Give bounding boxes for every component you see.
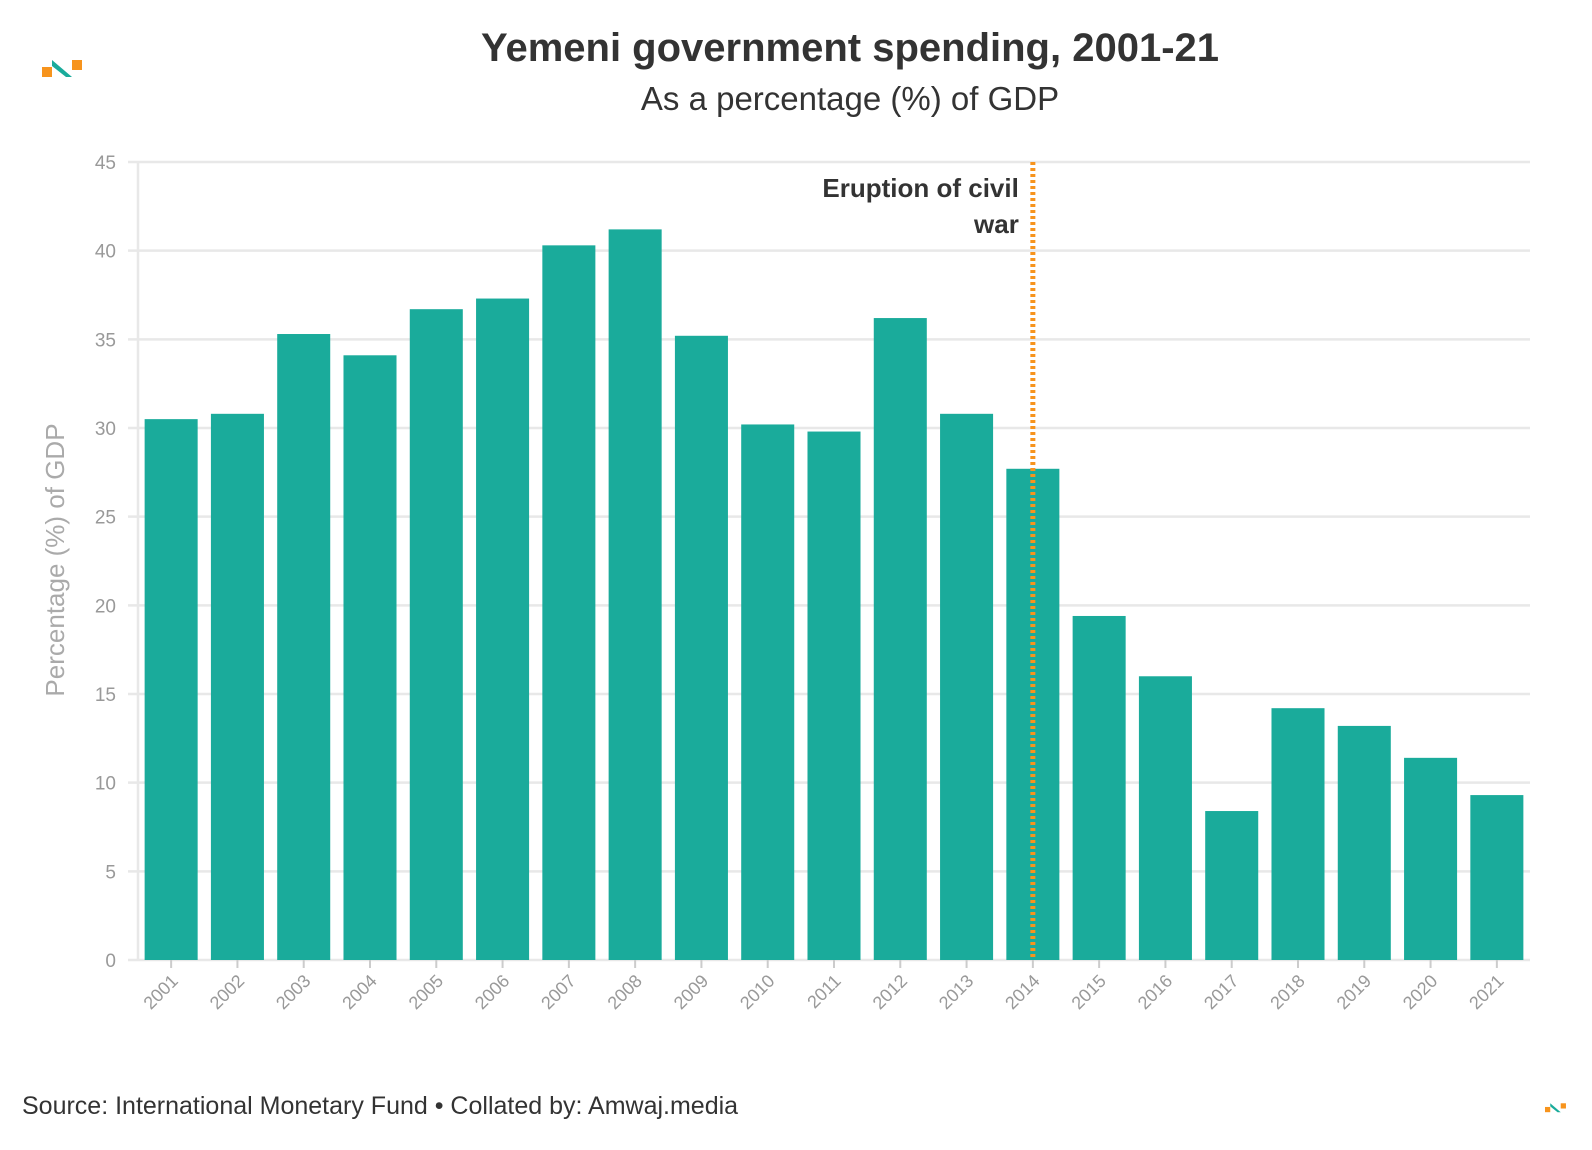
y-tick-label: 20 xyxy=(95,596,116,617)
x-tick-label: 2001 xyxy=(140,971,182,1013)
bar-2020 xyxy=(1404,757,1458,960)
bar-2012 xyxy=(873,318,927,960)
x-tick-label: 2004 xyxy=(338,971,380,1013)
bar-2018 xyxy=(1271,708,1325,960)
bar-2021 xyxy=(1470,795,1524,960)
x-tick-label: 2006 xyxy=(471,971,513,1013)
bar-2004 xyxy=(343,355,397,960)
y-axis-label: Percentage (%) of GDP xyxy=(40,423,70,696)
x-tick-label: 2005 xyxy=(405,971,447,1013)
chart-subtitle: As a percentage (%) of GDP xyxy=(640,80,1060,117)
x-tick-label: 2009 xyxy=(670,971,712,1013)
bar-2019 xyxy=(1337,725,1391,960)
bar-2013 xyxy=(940,413,994,960)
x-tick-label: 2011 xyxy=(803,971,845,1013)
annotation-text: war xyxy=(973,209,1019,239)
annotation-text: Eruption of civil xyxy=(822,173,1018,203)
bars xyxy=(144,229,1524,961)
bar-2015 xyxy=(1072,615,1126,960)
y-tick-label: 45 xyxy=(95,153,116,174)
x-tick-label: 2007 xyxy=(537,971,579,1013)
bar-2016 xyxy=(1138,676,1192,960)
amwaj-logo-icon xyxy=(42,58,84,85)
bar-2003 xyxy=(277,334,331,961)
bar-2010 xyxy=(741,424,795,960)
x-tick-label: 2013 xyxy=(935,971,977,1013)
y-tick-label: 25 xyxy=(95,508,116,529)
x-tick-label: 2016 xyxy=(1134,971,1176,1013)
y-tick-label: 30 xyxy=(95,419,116,440)
x-axis-ticks: 2001 2002 2003 2004 2005 2006 2007 2008 2009 2010… xyxy=(140,960,1508,1013)
x-tick-label: 2017 xyxy=(1200,971,1242,1013)
y-tick-label: 35 xyxy=(95,330,116,351)
x-tick-label: 2015 xyxy=(1068,971,1110,1013)
bar-2009 xyxy=(674,335,728,961)
source-note: Source: International Monetary Fund • Co… xyxy=(22,1092,739,1120)
x-tick-label: 2018 xyxy=(1266,971,1308,1013)
bar-2002 xyxy=(210,413,264,960)
chart-title: Yemeni government spending, 2001-21 xyxy=(480,26,1220,70)
x-tick-label: 2003 xyxy=(272,971,314,1013)
x-tick-label: 2012 xyxy=(869,971,911,1013)
bar-2001 xyxy=(144,419,198,961)
x-tick-label: 2021 xyxy=(1465,971,1507,1013)
bar-2008 xyxy=(608,229,662,961)
amwaj-logo-small-icon xyxy=(1545,1101,1567,1119)
bar-2017 xyxy=(1205,811,1259,960)
y-axis-ticks: 0 5 10 15 20 25 30 35 40 45 xyxy=(95,153,116,972)
bar-2005 xyxy=(409,309,463,961)
x-tick-label: 2019 xyxy=(1333,971,1375,1013)
x-tick-label: 2020 xyxy=(1399,971,1441,1013)
bar-2007 xyxy=(542,245,596,960)
bar-2011 xyxy=(807,431,861,961)
y-tick-label: 15 xyxy=(95,685,116,706)
x-tick-label: 2014 xyxy=(1001,971,1043,1013)
x-tick-label: 2008 xyxy=(604,971,646,1013)
y-tick-label: 0 xyxy=(105,951,116,972)
y-tick-label: 5 xyxy=(105,862,116,883)
y-tick-label: 40 xyxy=(95,242,116,263)
x-tick-label: 2002 xyxy=(206,971,248,1013)
y-tick-label: 10 xyxy=(95,774,116,795)
bar-2006 xyxy=(476,298,530,961)
x-tick-label: 2010 xyxy=(736,971,778,1013)
annotation: Eruption of civil war xyxy=(822,162,1036,960)
